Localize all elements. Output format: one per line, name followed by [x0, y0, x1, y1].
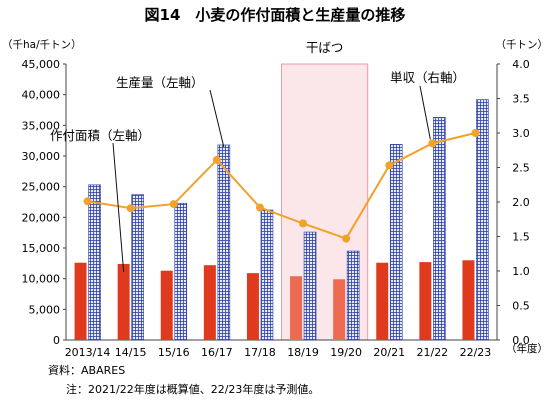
yield-line-group: [83, 129, 480, 243]
left-tick-label: 45,000: [22, 58, 61, 71]
area-bar: [246, 273, 259, 340]
x-tick-label: 20/21: [373, 346, 405, 359]
production-bar: [131, 194, 144, 341]
yield-leader-line: [419, 85, 431, 140]
right-tick-label: 0.5: [512, 300, 530, 313]
x-tick-label: 21/22: [416, 346, 448, 359]
left-tick-label: 40,000: [22, 89, 61, 102]
yield-point: [299, 219, 308, 228]
area-bar: [333, 279, 346, 340]
area-bar: [376, 262, 389, 340]
area-bar: [419, 262, 432, 340]
left-axis-unit: （千ha/千トン）: [2, 39, 82, 51]
yield-point: [212, 155, 221, 164]
area-series-label: 作付面積（左軸）: [50, 128, 150, 143]
production-bar: [476, 99, 489, 341]
area-bar: [203, 265, 216, 340]
area-bar: [74, 262, 87, 340]
x-tick-label: 2013/14: [65, 346, 111, 359]
x-tick-label: 22/23: [460, 346, 492, 359]
area-bar: [290, 276, 303, 340]
production-bar: [346, 250, 360, 341]
production-bar: [433, 117, 446, 341]
yield-point: [83, 197, 92, 206]
right-tick-label: 3.5: [512, 93, 530, 106]
production-bar: [389, 144, 403, 341]
x-axis-unit: （年度）: [506, 342, 548, 355]
left-tick-label: 5,000: [29, 303, 61, 316]
yield-point: [342, 234, 351, 243]
bars: [74, 99, 489, 341]
yield-point: [385, 161, 394, 170]
right-tick-label: 3.0: [512, 127, 530, 140]
production-bar: [303, 231, 317, 341]
right-tick-label: 1.5: [512, 231, 530, 244]
yield-line: [87, 132, 476, 240]
yield-point: [255, 203, 264, 212]
left-tick-label: 20,000: [22, 211, 61, 224]
yield-point: [169, 200, 178, 209]
footnote: 注：2021/22年度は概算値、22/23年度は予測値。: [66, 382, 319, 396]
chart-title: 図14 小麦の作付面積と生産量の推移: [145, 6, 406, 24]
left-tick-label: 35,000: [22, 119, 61, 132]
annotations: 生産量（左軸） 作付面積（左軸） 単収（右軸）: [50, 70, 465, 272]
right-tick-label: 2.5: [512, 162, 530, 175]
x-tick-label: 16/17: [201, 346, 233, 359]
left-tick-label: 10,000: [22, 273, 61, 286]
x-tick-label: 17/18: [244, 346, 276, 359]
x-tick-label: 18/19: [287, 346, 319, 359]
yield-point: [428, 139, 437, 148]
production-bar: [174, 202, 188, 341]
right-tick-label: 2.0: [512, 196, 530, 209]
right-tick-label: 0.0: [512, 334, 530, 347]
x-tick-label: 19/20: [330, 346, 362, 359]
production-bar: [217, 144, 231, 341]
right-tick-label: 4.0: [512, 58, 530, 71]
production-bar: [88, 184, 101, 341]
production-bar: [260, 209, 274, 341]
drought-label: 干ばつ: [306, 40, 344, 55]
axes: 0 5,000 10,000 15,000 20,000 25,000 30,000 35,0…: [22, 58, 530, 359]
area-bar: [462, 260, 475, 340]
production-series-label: 生産量（左軸）: [116, 75, 204, 90]
yield-series-label: 単収（右軸）: [390, 70, 465, 85]
x-tick-label: 14/15: [115, 346, 147, 359]
yield-point: [126, 204, 135, 213]
right-axis-unit: （千トン）: [496, 39, 549, 51]
area-leader-line: [112, 142, 125, 272]
source-note: 資料：ABARES: [48, 363, 125, 377]
x-tick-label: 15/16: [158, 346, 190, 359]
area-bar: [117, 263, 130, 340]
area-bar: [160, 270, 173, 340]
production-leader-line: [209, 89, 225, 148]
left-tick-label: 30,000: [22, 150, 61, 163]
left-tick-label: 15,000: [22, 242, 61, 255]
left-tick-label: 25,000: [22, 181, 61, 194]
left-tick-label: 0: [53, 334, 60, 347]
yield-point: [471, 129, 480, 137]
right-tick-label: 1.0: [512, 265, 530, 278]
